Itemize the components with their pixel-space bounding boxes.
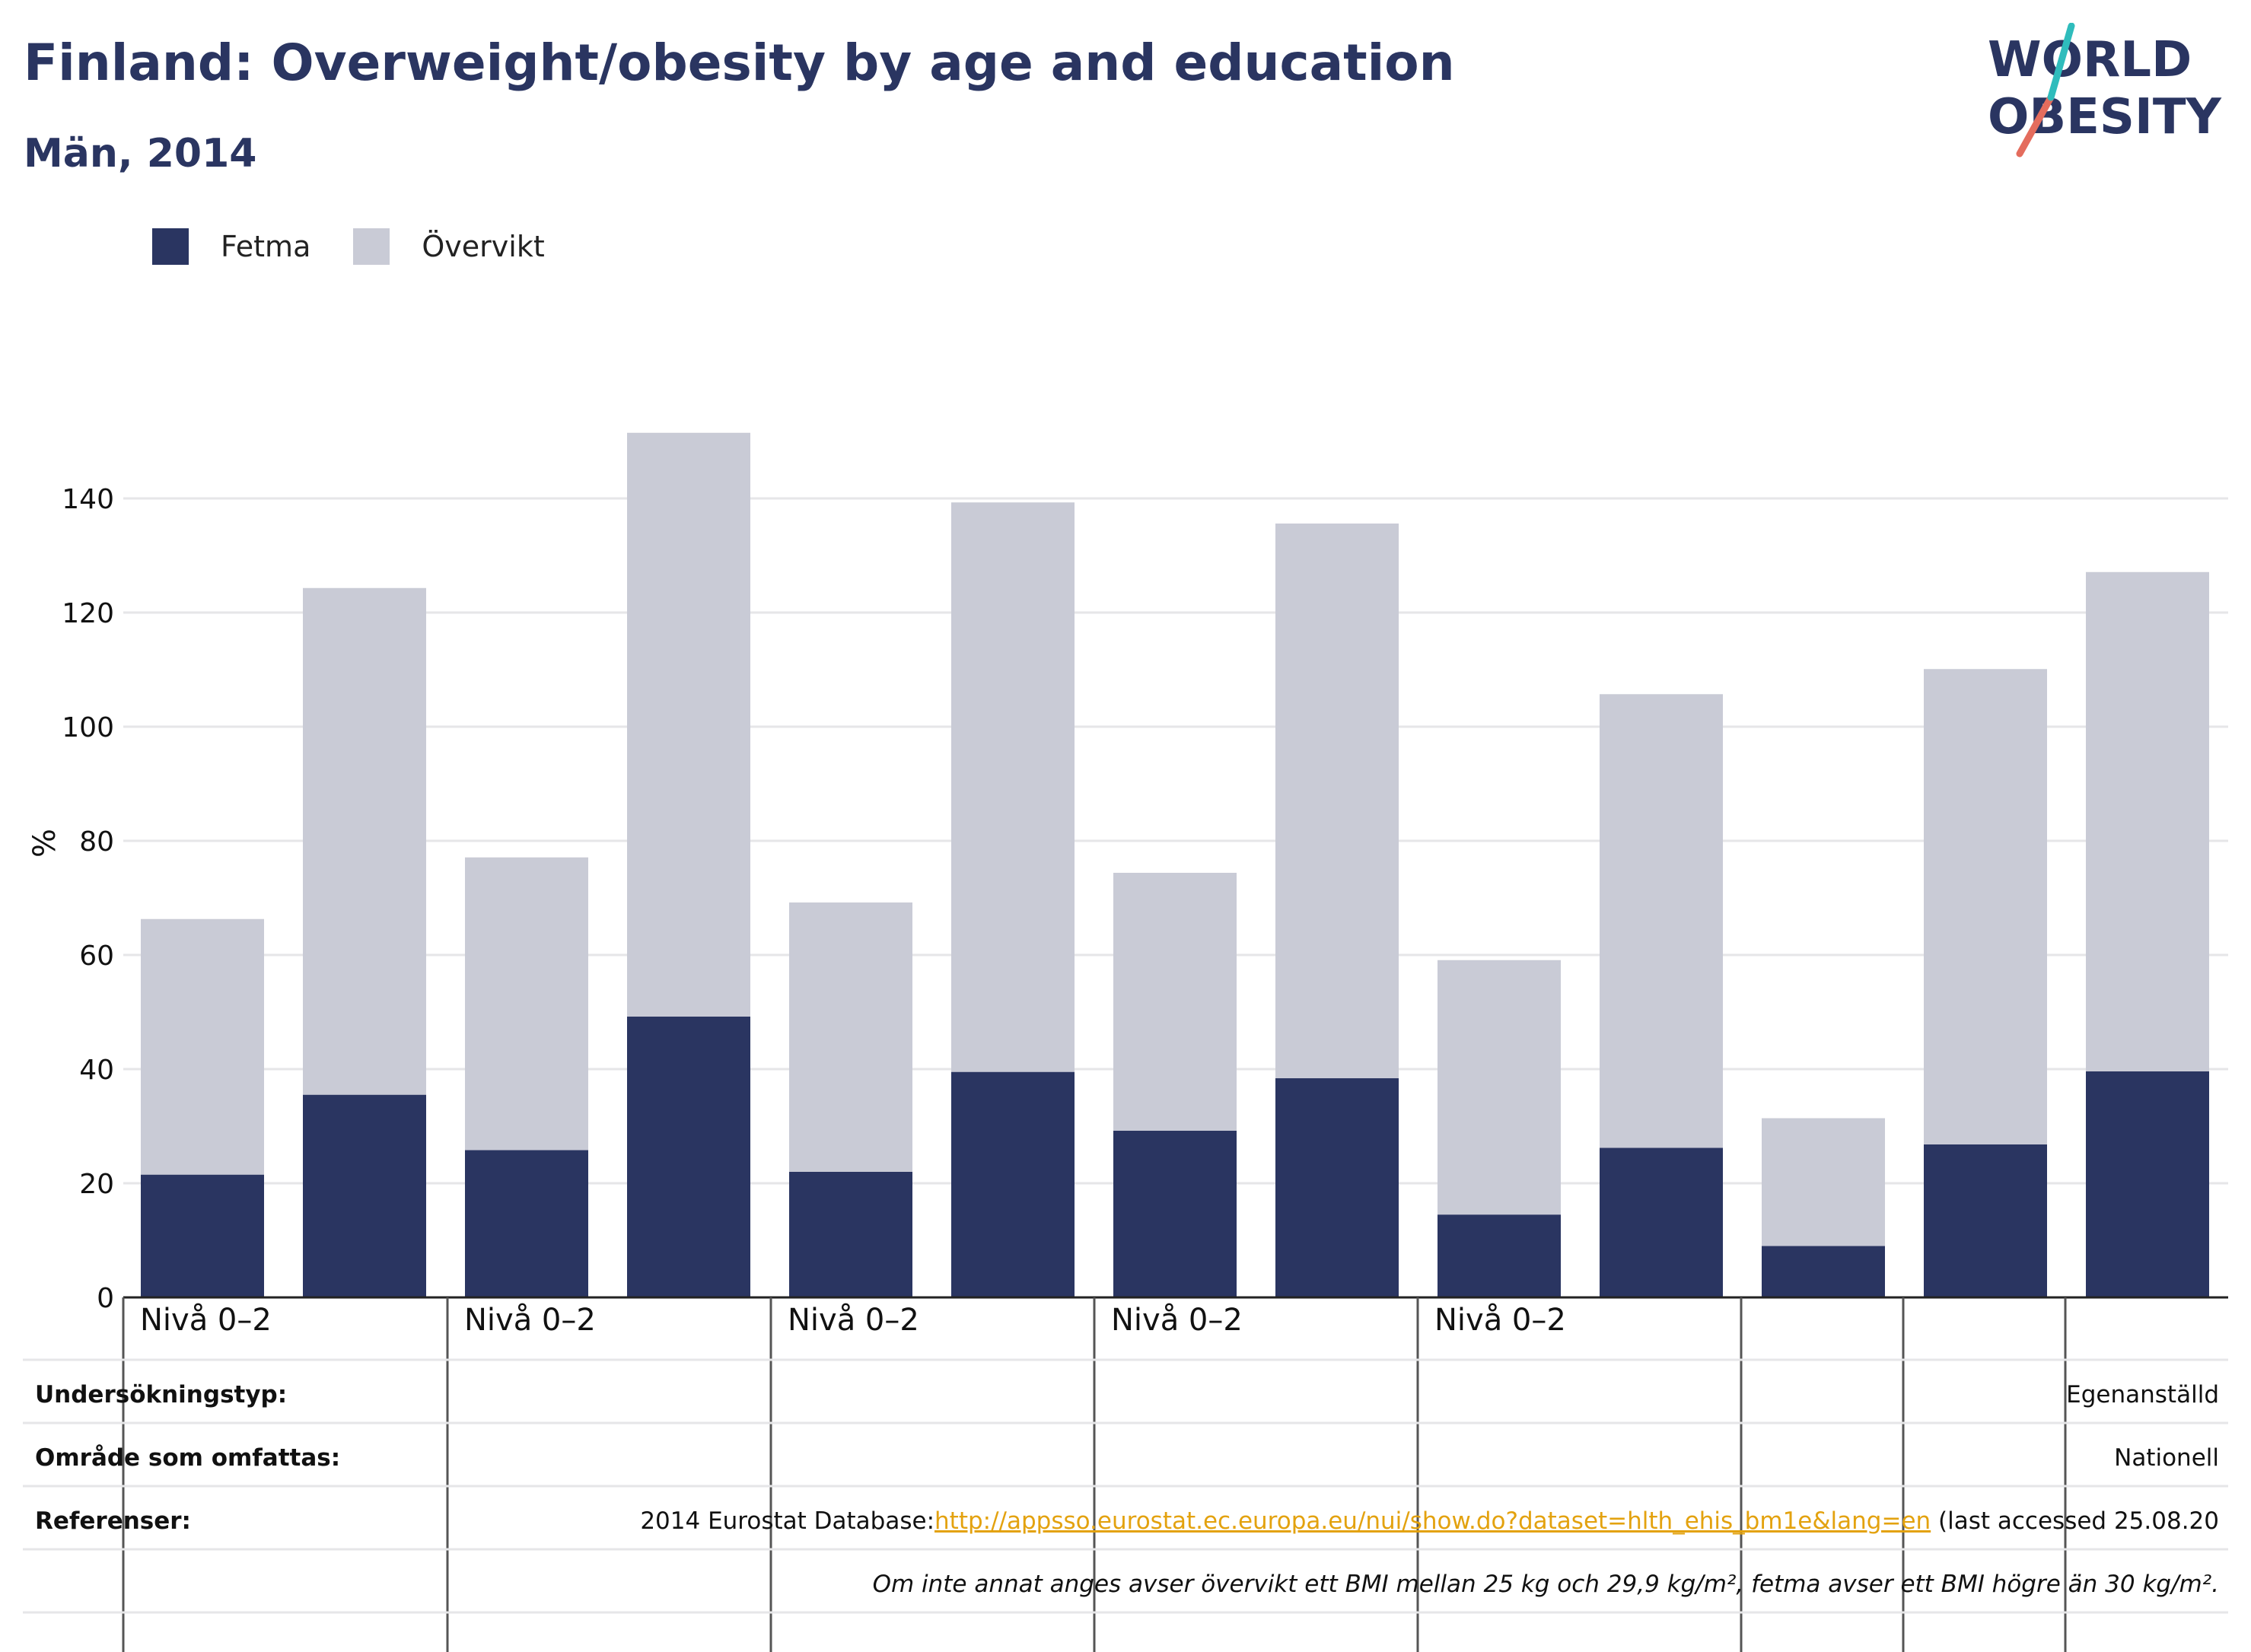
x-group-label-5: Nivå 0–2 [1434,1303,1566,1338]
bar-fetma-5 [789,1172,912,1297]
bar-fetma-7 [1113,1131,1237,1297]
y-tick-label-60: 60 [79,941,114,972]
legend-item-fetma[interactable]: Fetma [152,228,310,265]
x-group-label-1: Nivå 0–2 [140,1303,272,1338]
bar-fetma-9 [1438,1214,1561,1297]
info-label-survey-type: Undersökningstyp: [35,1381,288,1408]
y-tick-label-40: 40 [79,1055,114,1086]
bar-fetma-4 [627,1017,750,1297]
legend-label-overvikt: Övervikt [422,230,545,263]
y-tick-label-100: 100 [62,712,114,743]
x-group-label-3: Nivå 0–2 [788,1303,919,1338]
x-group-label-2: Nivå 0–2 [464,1303,596,1338]
bar-fetma-13 [2086,1071,2209,1297]
bar-overvikt-10 [1600,694,1723,1148]
bar-fetma-3 [465,1150,588,1297]
logo-slash-teal [2047,23,2075,101]
bar-overvikt-11 [1762,1118,1885,1246]
y-tick-label-0: 0 [97,1283,114,1314]
bar-fetma-12 [1924,1144,2047,1297]
bar-overvikt-4 [627,432,750,1017]
y-tick-label-80: 80 [79,826,114,858]
legend: Fetma Övervikt [152,227,587,266]
legend-label-fetma: Fetma [221,230,311,263]
y-tick-label-140: 140 [62,484,114,515]
y-axis-label: % [27,829,62,858]
legend-swatch-overvikt [353,228,390,265]
bar-fetma-6 [951,1071,1075,1297]
reference-prefix: 2014 Eurostat Database: [640,1507,935,1535]
info-value-survey-type: Egenanställd [2066,1381,2219,1408]
bar-fetma-11 [1762,1246,1885,1297]
reference-suffix: (last accessed 25.08.20 [1931,1507,2219,1535]
bar-overvikt-7 [1113,873,1237,1131]
footnote: Om inte annat anges avser övervikt ett B… [872,1571,2219,1598]
info-label-coverage: Område som omfattas: [35,1444,341,1472]
bar-fetma-10 [1600,1147,1723,1297]
bar-overvikt-3 [465,857,588,1151]
bar-overvikt-12 [1924,669,2047,1144]
page-title: Finland: Overweight/obesity by age and e… [24,33,1455,92]
bar-overvikt-2 [303,587,426,1095]
bar-overvikt-9 [1438,960,1561,1215]
info-value-references: 2014 Eurostat Database:http://appsso.eur… [640,1507,2219,1535]
logo-line1: WORLD [1988,32,2192,88]
bar-fetma-1 [141,1174,264,1297]
y-tick-label-120: 120 [62,598,114,629]
logo-slash-red [2016,94,2055,158]
bar-fetma-2 [303,1094,426,1297]
info-label-references: Referenser: [35,1507,191,1535]
bar-overvikt-13 [2086,571,2209,1071]
legend-item-overvikt[interactable]: Övervikt [353,228,545,265]
bar-overvikt-8 [1275,524,1399,1078]
bar-overvikt-5 [789,902,912,1172]
reference-link[interactable]: http://appsso.eurostat.ec.europa.eu/nui/… [934,1507,1931,1535]
page-subtitle: Män, 2014 [24,131,257,177]
x-group-label-4: Nivå 0–2 [1111,1303,1243,1338]
info-value-coverage: Nationell [2114,1444,2219,1472]
bar-overvikt-1 [141,918,264,1175]
bar-overvikt-6 [951,502,1075,1072]
bar-fetma-8 [1275,1078,1399,1297]
legend-swatch-fetma [152,228,189,265]
world-obesity-logo: WORLD OBESITY [1988,23,2221,158]
y-tick-label-20: 20 [79,1169,114,1200]
